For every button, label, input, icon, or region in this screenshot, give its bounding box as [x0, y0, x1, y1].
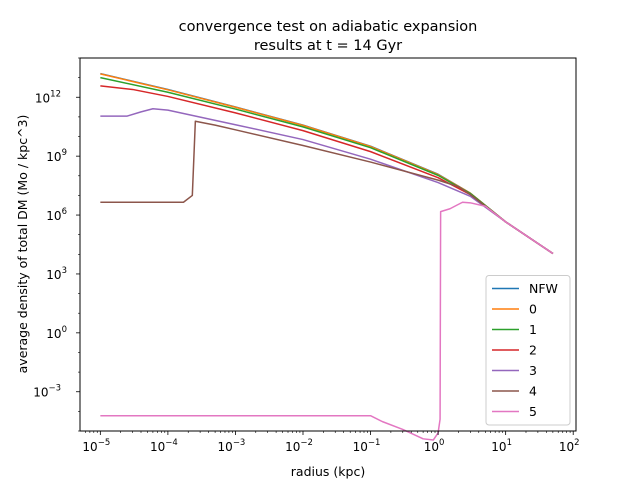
- legend: NFW 0 1 2 3 4 5: [485, 275, 571, 426]
- series-line-3: [100, 85, 554, 255]
- legend-box: [485, 275, 571, 426]
- x-tick-label: 100: [424, 438, 445, 454]
- legend-label: 0: [529, 302, 537, 317]
- y-tick-label: 1012: [35, 89, 61, 105]
- x-tick-label: 10−5: [82, 438, 110, 454]
- legend-label: 4: [529, 384, 537, 399]
- x-tick-label: 101: [491, 438, 512, 454]
- plot-frame: [79, 57, 577, 432]
- y-axis-label: average density of total DM (Mo / kpc^3): [15, 115, 30, 374]
- y-tick-label: 106: [46, 207, 67, 223]
- y-tick-label: 10−3: [33, 384, 61, 400]
- x-tick-label: 10−3: [218, 438, 246, 454]
- legend-label: NFW: [529, 281, 558, 296]
- chart-title: convergence test on adiabatic expansion: [179, 19, 478, 35]
- y-tick-label: 103: [46, 266, 67, 282]
- series-layer: [100, 72, 554, 441]
- series-line-2: [100, 76, 554, 255]
- series-line-6: [100, 201, 554, 441]
- legend-label: 3: [529, 363, 537, 378]
- legend-label: 5: [529, 404, 537, 419]
- x-tick-label: 10−1: [353, 438, 381, 454]
- ticks-layer: 10−5 10−4 10−3 10−2 10−1 100 101 10210−31001031…: [33, 57, 580, 454]
- x-tick-label: 10−4: [150, 438, 178, 454]
- x-tick-label: 102: [559, 438, 580, 454]
- series-line-4: [100, 108, 554, 255]
- legend-label: 1: [529, 322, 537, 337]
- chart-subtitle: results at t = 14 Gyr: [254, 38, 402, 54]
- x-axis-label: radius (kpc): [291, 464, 365, 479]
- y-tick-label: 100: [46, 325, 67, 341]
- y-tick-label: 109: [46, 148, 67, 164]
- series-line-5: [100, 120, 554, 255]
- series-line-1: [100, 73, 554, 255]
- x-tick-label: 10−2: [285, 438, 313, 454]
- legend-label: 2: [529, 343, 537, 358]
- series-line-0: [100, 72, 554, 255]
